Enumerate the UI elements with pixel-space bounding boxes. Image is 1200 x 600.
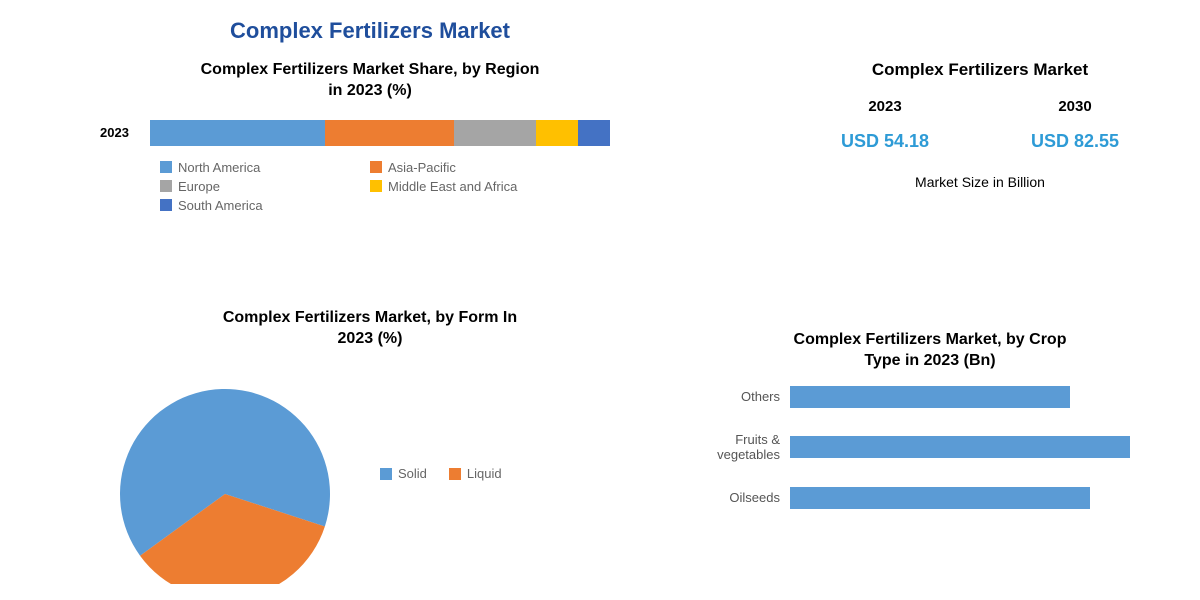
form-chart-title: Complex Fertilizers Market, by Form In 2… xyxy=(100,308,640,350)
crop-row: Fruits & vegetables xyxy=(680,432,1180,463)
legend-swatch xyxy=(160,161,172,173)
legend-label: Liquid xyxy=(467,466,502,481)
legend-label: Europe xyxy=(178,179,220,194)
pie-container xyxy=(100,364,350,584)
pie-svg xyxy=(100,364,350,584)
stacked-segment xyxy=(150,120,325,146)
legend-swatch xyxy=(160,199,172,211)
crop-bar xyxy=(790,386,1070,408)
market-size-value: USD 54.18 xyxy=(810,131,960,152)
market-size-col-2030: 2030 USD 82.55 xyxy=(1000,98,1150,152)
market-size-year: 2030 xyxy=(1000,98,1150,115)
region-stacked-bar: 2023 xyxy=(100,120,640,146)
legend-swatch xyxy=(380,468,392,480)
crop-rows: Others Fruits & vegetables Oilseeds xyxy=(680,386,1180,509)
stacked-segment xyxy=(454,120,537,146)
region-legend: North America Asia-Pacific Europe Middle Ea… xyxy=(160,160,600,217)
market-size-row: 2023 USD 54.18 2030 USD 82.55 xyxy=(790,98,1170,152)
market-size-subtitle: Market Size in Billion xyxy=(790,174,1170,190)
crop-row: Others xyxy=(680,386,1180,408)
stacked-segment xyxy=(578,120,610,146)
legend-label: Middle East and Africa xyxy=(388,179,517,194)
region-year-label: 2023 xyxy=(100,125,150,140)
form-title-line1: Complex Fertilizers Market, by Form In xyxy=(223,309,517,326)
crop-bar xyxy=(790,487,1090,509)
legend-label: Asia-Pacific xyxy=(388,160,456,175)
legend-item: North America xyxy=(160,160,370,175)
legend-item: South America xyxy=(160,198,370,213)
crop-label: Fruits & vegetables xyxy=(680,432,790,463)
region-share-chart: Complex Fertilizers Market Share, by Reg… xyxy=(100,60,640,217)
market-size-panel: Complex Fertilizers Market 2023 USD 54.1… xyxy=(790,60,1170,190)
legend-swatch xyxy=(449,468,461,480)
crop-title-line1: Complex Fertilizers Market, by Crop xyxy=(794,331,1067,348)
form-title-line2: 2023 (%) xyxy=(338,330,403,347)
legend-item: Solid xyxy=(380,466,427,481)
legend-label: South America xyxy=(178,198,263,213)
page-title: Complex Fertilizers Market xyxy=(230,18,510,44)
stacked-segment xyxy=(536,120,577,146)
market-size-year: 2023 xyxy=(810,98,960,115)
crop-chart-title: Complex Fertilizers Market, by Crop Type… xyxy=(680,330,1180,372)
region-title-line2: in 2023 (%) xyxy=(328,82,412,99)
legend-label: North America xyxy=(178,160,260,175)
legend-item: Asia-Pacific xyxy=(370,160,580,175)
region-chart-title: Complex Fertilizers Market Share, by Reg… xyxy=(100,60,640,102)
stacked-segment xyxy=(325,120,454,146)
legend-item: Middle East and Africa xyxy=(370,179,580,194)
crop-row: Oilseeds xyxy=(680,487,1180,509)
form-chart-body: Solid Liquid xyxy=(100,364,640,584)
legend-item: Liquid xyxy=(449,466,502,481)
crop-label: Others xyxy=(680,389,790,405)
region-title-line1: Complex Fertilizers Market Share, by Reg… xyxy=(201,61,540,78)
market-size-title: Complex Fertilizers Market xyxy=(790,60,1170,80)
pie-legend: Solid Liquid xyxy=(380,466,502,481)
legend-swatch xyxy=(370,161,382,173)
market-size-value: USD 82.55 xyxy=(1000,131,1150,152)
legend-label: Solid xyxy=(398,466,427,481)
stacked-bar-track xyxy=(150,120,610,146)
crop-label: Oilseeds xyxy=(680,490,790,506)
crop-bar-chart: Complex Fertilizers Market, by Crop Type… xyxy=(680,330,1180,533)
form-pie-chart: Complex Fertilizers Market, by Form In 2… xyxy=(100,308,640,584)
crop-bar xyxy=(790,436,1130,458)
crop-title-line2: Type in 2023 (Bn) xyxy=(864,352,995,369)
market-size-col-2023: 2023 USD 54.18 xyxy=(810,98,960,152)
legend-item: Europe xyxy=(160,179,370,194)
legend-swatch xyxy=(370,180,382,192)
legend-swatch xyxy=(160,180,172,192)
